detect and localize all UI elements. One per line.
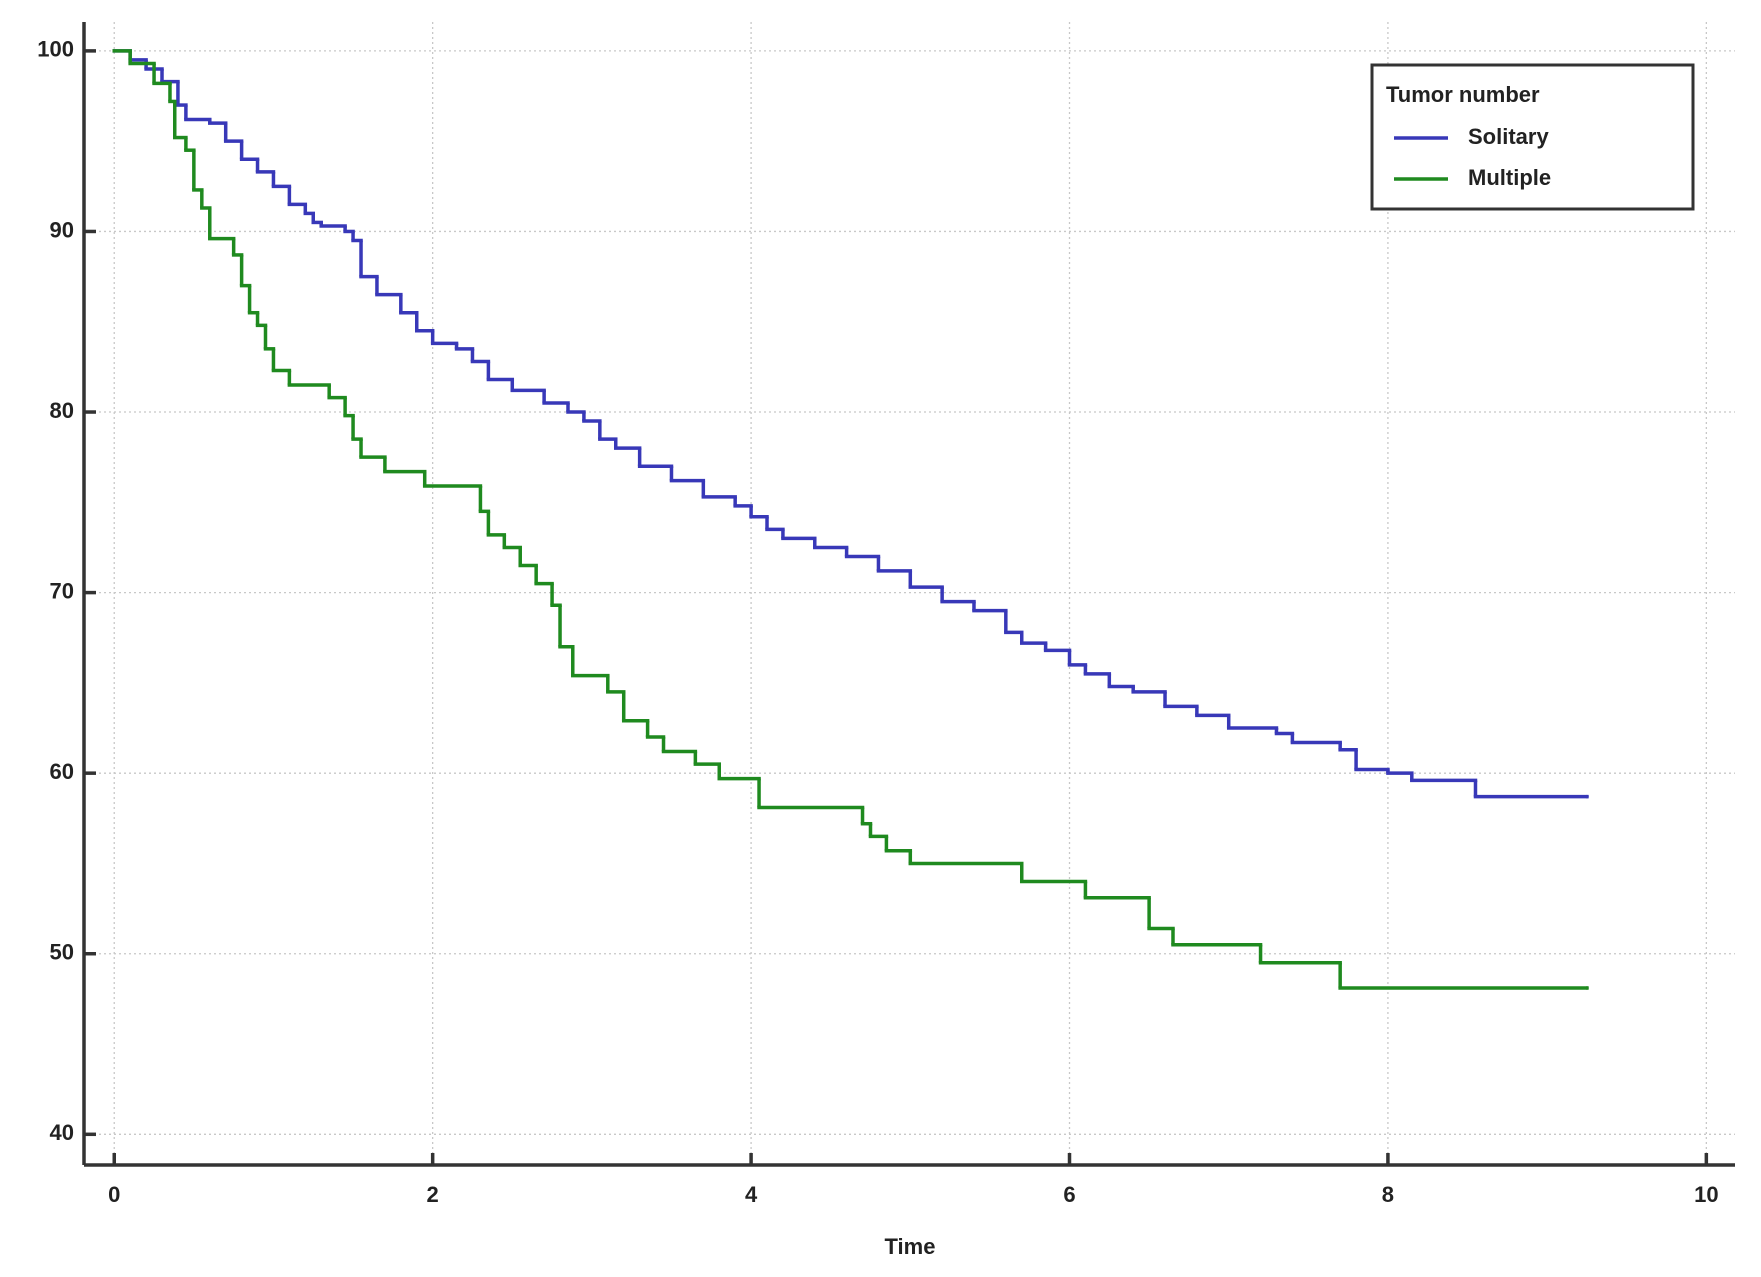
y-tick-label: 50 [50,940,74,965]
x-axis-label: Time [885,1234,936,1259]
series-1 [112,49,1589,990]
x-tick-label: 6 [1063,1182,1075,1207]
x-tick-label: 2 [427,1182,439,1207]
x-tick-label: 8 [1382,1182,1394,1207]
x-tick-label: 4 [745,1182,758,1207]
y-tick-label: 100 [37,37,74,62]
y-tick-label: 40 [50,1120,74,1145]
x-tick-label: 0 [108,1182,120,1207]
legend-label: Solitary [1468,124,1549,149]
y-tick-label: 90 [50,217,74,242]
y-tick-label: 60 [50,759,74,784]
legend-title: Tumor number [1386,82,1540,107]
series-0 [112,49,1589,799]
legend-label: Multiple [1468,165,1551,190]
x-tick-label: 10 [1694,1182,1718,1207]
y-tick-label: 80 [50,398,74,423]
y-tick-label: 70 [50,578,74,603]
